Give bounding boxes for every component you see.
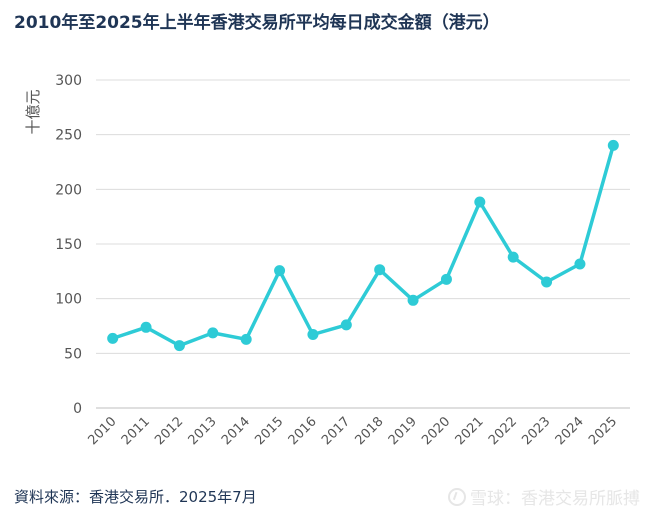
y-axis-label: 十億元 bbox=[24, 89, 42, 134]
data-point-2011 bbox=[140, 321, 152, 333]
y-tick-label: 50 bbox=[64, 346, 82, 362]
data-point-2016 bbox=[307, 329, 319, 341]
data-point-2014 bbox=[240, 333, 252, 345]
x-tick-label: 2012 bbox=[152, 414, 186, 448]
y-tick-label: 250 bbox=[55, 128, 82, 144]
x-tick-label: 2015 bbox=[252, 414, 286, 448]
source-note: 資料來源：香港交易所．2025年7月 bbox=[14, 488, 257, 506]
x-tick-label: 2014 bbox=[219, 414, 253, 448]
y-tick-label: 200 bbox=[55, 182, 82, 198]
data-point-2013 bbox=[207, 327, 219, 339]
y-axis-ticks: 0 50 100 150 200 250 300 bbox=[55, 73, 82, 417]
x-tick-label: 2022 bbox=[486, 414, 520, 448]
data-point-2024 bbox=[574, 258, 586, 270]
x-tick-label: 2018 bbox=[353, 414, 387, 448]
data-point-2010 bbox=[107, 332, 119, 344]
snowball-logo-icon bbox=[448, 487, 466, 506]
x-tick-label: 2025 bbox=[586, 414, 620, 448]
y-tick-label: 100 bbox=[55, 292, 82, 308]
data-point-2021 bbox=[474, 196, 486, 208]
data-point-2015 bbox=[274, 265, 286, 277]
watermark: 雪球：香港交易所脈搏 bbox=[448, 484, 640, 509]
x-tick-label: 2021 bbox=[453, 414, 487, 448]
x-tick-label: 2011 bbox=[119, 414, 153, 448]
data-point-2020 bbox=[440, 273, 452, 285]
data-point-2023 bbox=[541, 276, 553, 288]
data-point-2025 bbox=[607, 139, 619, 151]
x-tick-label: 2016 bbox=[286, 414, 320, 448]
x-tick-label: 2019 bbox=[386, 414, 420, 448]
x-tick-label: 2013 bbox=[186, 414, 220, 448]
data-point-2017 bbox=[340, 319, 352, 331]
x-axis-ticks: 2010 2011 2012 2013 2014 2015 2016 2017 2018 2019… bbox=[86, 414, 621, 448]
x-tick-label: 2010 bbox=[86, 414, 120, 448]
data-point-2022 bbox=[507, 251, 519, 263]
data-point-2019 bbox=[407, 294, 419, 306]
series-points bbox=[107, 139, 619, 352]
grid-lines bbox=[96, 79, 630, 409]
y-tick-label: 0 bbox=[73, 401, 82, 417]
series-line bbox=[112, 144, 615, 348]
y-tick-label: 300 bbox=[55, 73, 82, 89]
x-tick-label: 2017 bbox=[319, 414, 353, 448]
y-tick-label: 150 bbox=[55, 237, 82, 253]
x-tick-label: 2024 bbox=[553, 414, 587, 448]
x-tick-label: 2023 bbox=[519, 414, 553, 448]
data-point-2018 bbox=[374, 264, 386, 276]
watermark-text: 雪球：香港交易所脈搏 bbox=[470, 489, 640, 509]
x-tick-label: 2020 bbox=[419, 414, 453, 448]
data-point-2012 bbox=[173, 340, 185, 352]
chart-title: 2010年至2025年上半年香港交易所平均每日成交金額（港元） bbox=[14, 13, 500, 33]
